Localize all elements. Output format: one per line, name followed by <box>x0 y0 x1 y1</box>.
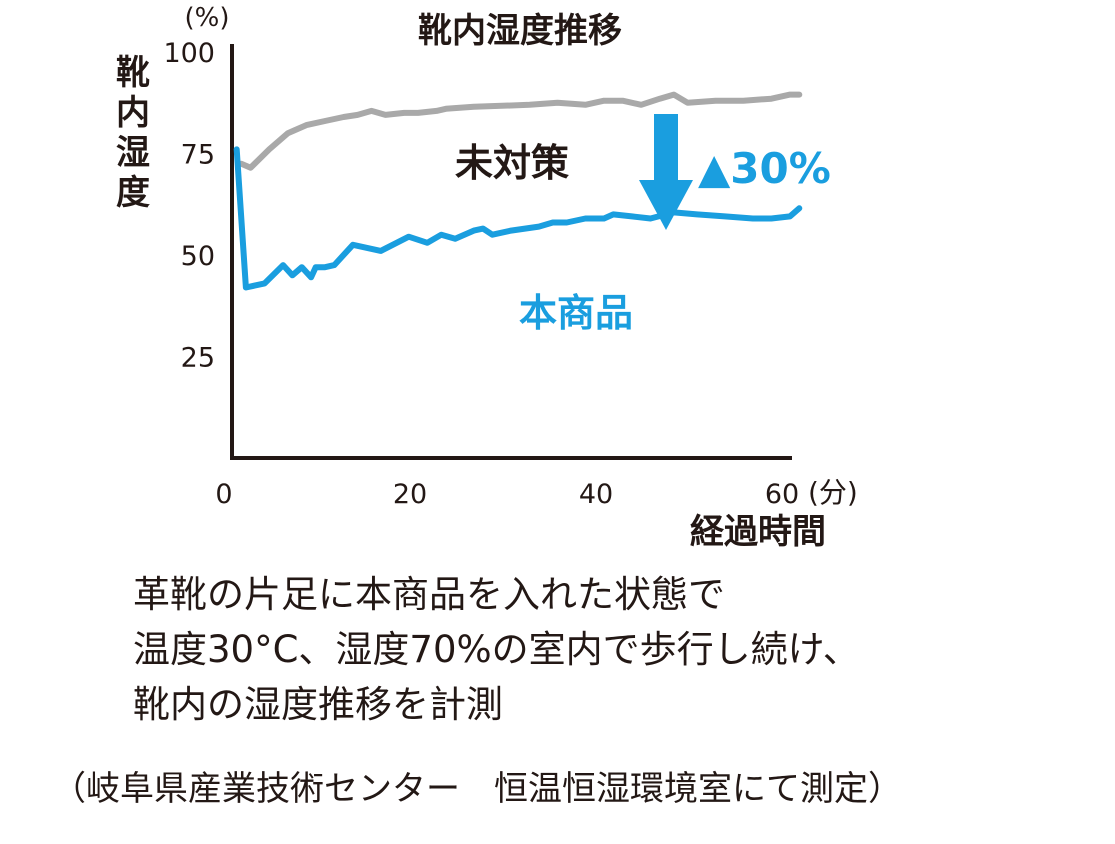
y-tick-label: 25 <box>181 343 215 374</box>
series-line-product <box>233 146 803 291</box>
y-tick-label: 100 <box>163 38 215 69</box>
y-tick-label: 50 <box>181 241 215 272</box>
reduction-label: ▲30% <box>698 144 831 193</box>
y-axis-unit: (%) <box>185 3 230 33</box>
note-line-3: 靴内の湿度推移を計測 <box>133 683 503 726</box>
down-arrow-shaft <box>654 114 678 184</box>
y-axis-label: 靴内湿度 <box>116 53 150 213</box>
down-arrow-head <box>639 180 693 230</box>
chart-title: 靴内湿度推移 <box>418 11 622 51</box>
x-tick-label: 20 <box>393 479 427 510</box>
y-tick-label: 75 <box>181 140 215 171</box>
down-arrow <box>639 114 693 230</box>
x-tick-label: 0 <box>215 479 232 510</box>
note-line-2: 温度30°C、湿度70%の室内で歩行し続け、 <box>133 628 860 671</box>
x-tick-label: 60 <box>765 479 799 510</box>
source-note: （岐阜県産業技術センター 恒温恒湿環境室にて測定） <box>52 769 902 809</box>
x-axis-unit: (分) <box>808 476 858 509</box>
series-label-untreated: 未対策 <box>455 141 569 185</box>
series-line-untreated <box>238 91 803 171</box>
humidity-chart: 靴内湿度推移 (%) 靴内湿度 25 50 75 100 0 20 40 60 (分) 経過… <box>116 3 858 552</box>
series-label-product: 本商品 <box>519 291 633 335</box>
x-tick-label: 40 <box>579 479 613 510</box>
note-line-1: 革靴の片足に本商品を入れた状態で <box>133 573 725 616</box>
x-axis-label: 経過時間 <box>690 512 826 552</box>
